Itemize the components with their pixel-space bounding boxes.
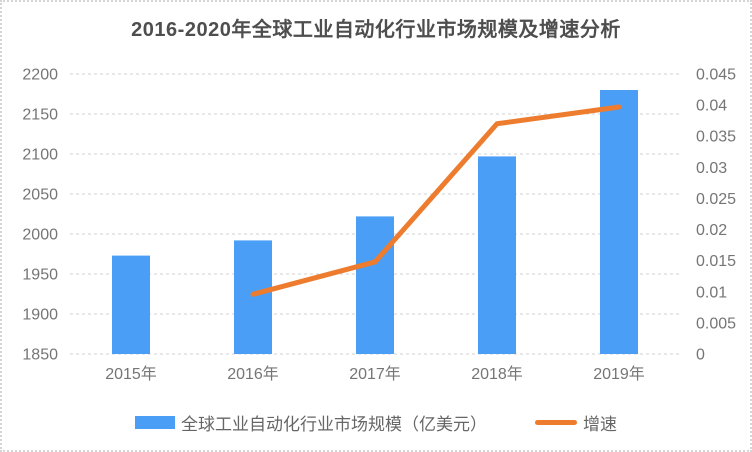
legend-label-market-size: 全球工业自动化行业市场规模（亿美元）: [181, 415, 487, 434]
right-axis-tick: 0.005: [696, 315, 736, 332]
bar-2018年: [478, 156, 516, 354]
x-axis-label: 2017年: [349, 365, 401, 383]
right-axis-tick: 0.025: [696, 191, 736, 208]
bar-2016年: [234, 240, 272, 354]
left-axis-tick: 2000: [22, 227, 58, 244]
right-axis-tick: 0: [696, 347, 705, 364]
left-axis-tick: 2200: [22, 67, 58, 84]
legend-line-swatch-icon: [535, 420, 577, 425]
right-axis-tick: 0.03: [696, 160, 727, 177]
left-axis-tick: 2050: [22, 187, 58, 204]
x-axis-label: 2018年: [471, 365, 523, 383]
x-axis-label: 2016年: [227, 365, 279, 383]
x-axis-label: 2015年: [105, 365, 157, 383]
left-axis-tick: 1900: [22, 307, 58, 324]
right-axis-tick: 0.045: [696, 67, 736, 84]
legend-bar-swatch-icon: [135, 416, 175, 429]
legend-item-market-size: 全球工业自动化行业市场规模（亿美元）: [135, 410, 487, 435]
legend-label-growth: 增速: [583, 415, 617, 434]
legend-item-growth: 增速: [535, 410, 617, 435]
chart-title: 2016-2020年全球工业自动化行业市场规模及增速分析: [131, 19, 621, 41]
bar-2015年: [112, 255, 150, 354]
right-axis-tick: 0.02: [696, 222, 727, 239]
right-axis-tick: 0.015: [696, 253, 736, 270]
x-axis-label: 2019年: [593, 365, 645, 383]
right-axis-tick: 0.04: [696, 98, 727, 115]
bar-2017年: [356, 216, 394, 354]
left-axis-tick: 2100: [22, 147, 58, 164]
bar-2019年: [600, 90, 638, 354]
legend: 全球工业自动化行业市场规模（亿美元） 增速: [2, 410, 750, 435]
left-axis-tick: 1850: [22, 347, 58, 364]
left-axis-tick: 1950: [22, 267, 58, 284]
right-axis-tick: 0.01: [696, 284, 727, 301]
growth-line: [250, 104, 622, 297]
right-axis-tick: 0.035: [696, 129, 736, 146]
left-axis-tick: 2150: [22, 107, 58, 124]
